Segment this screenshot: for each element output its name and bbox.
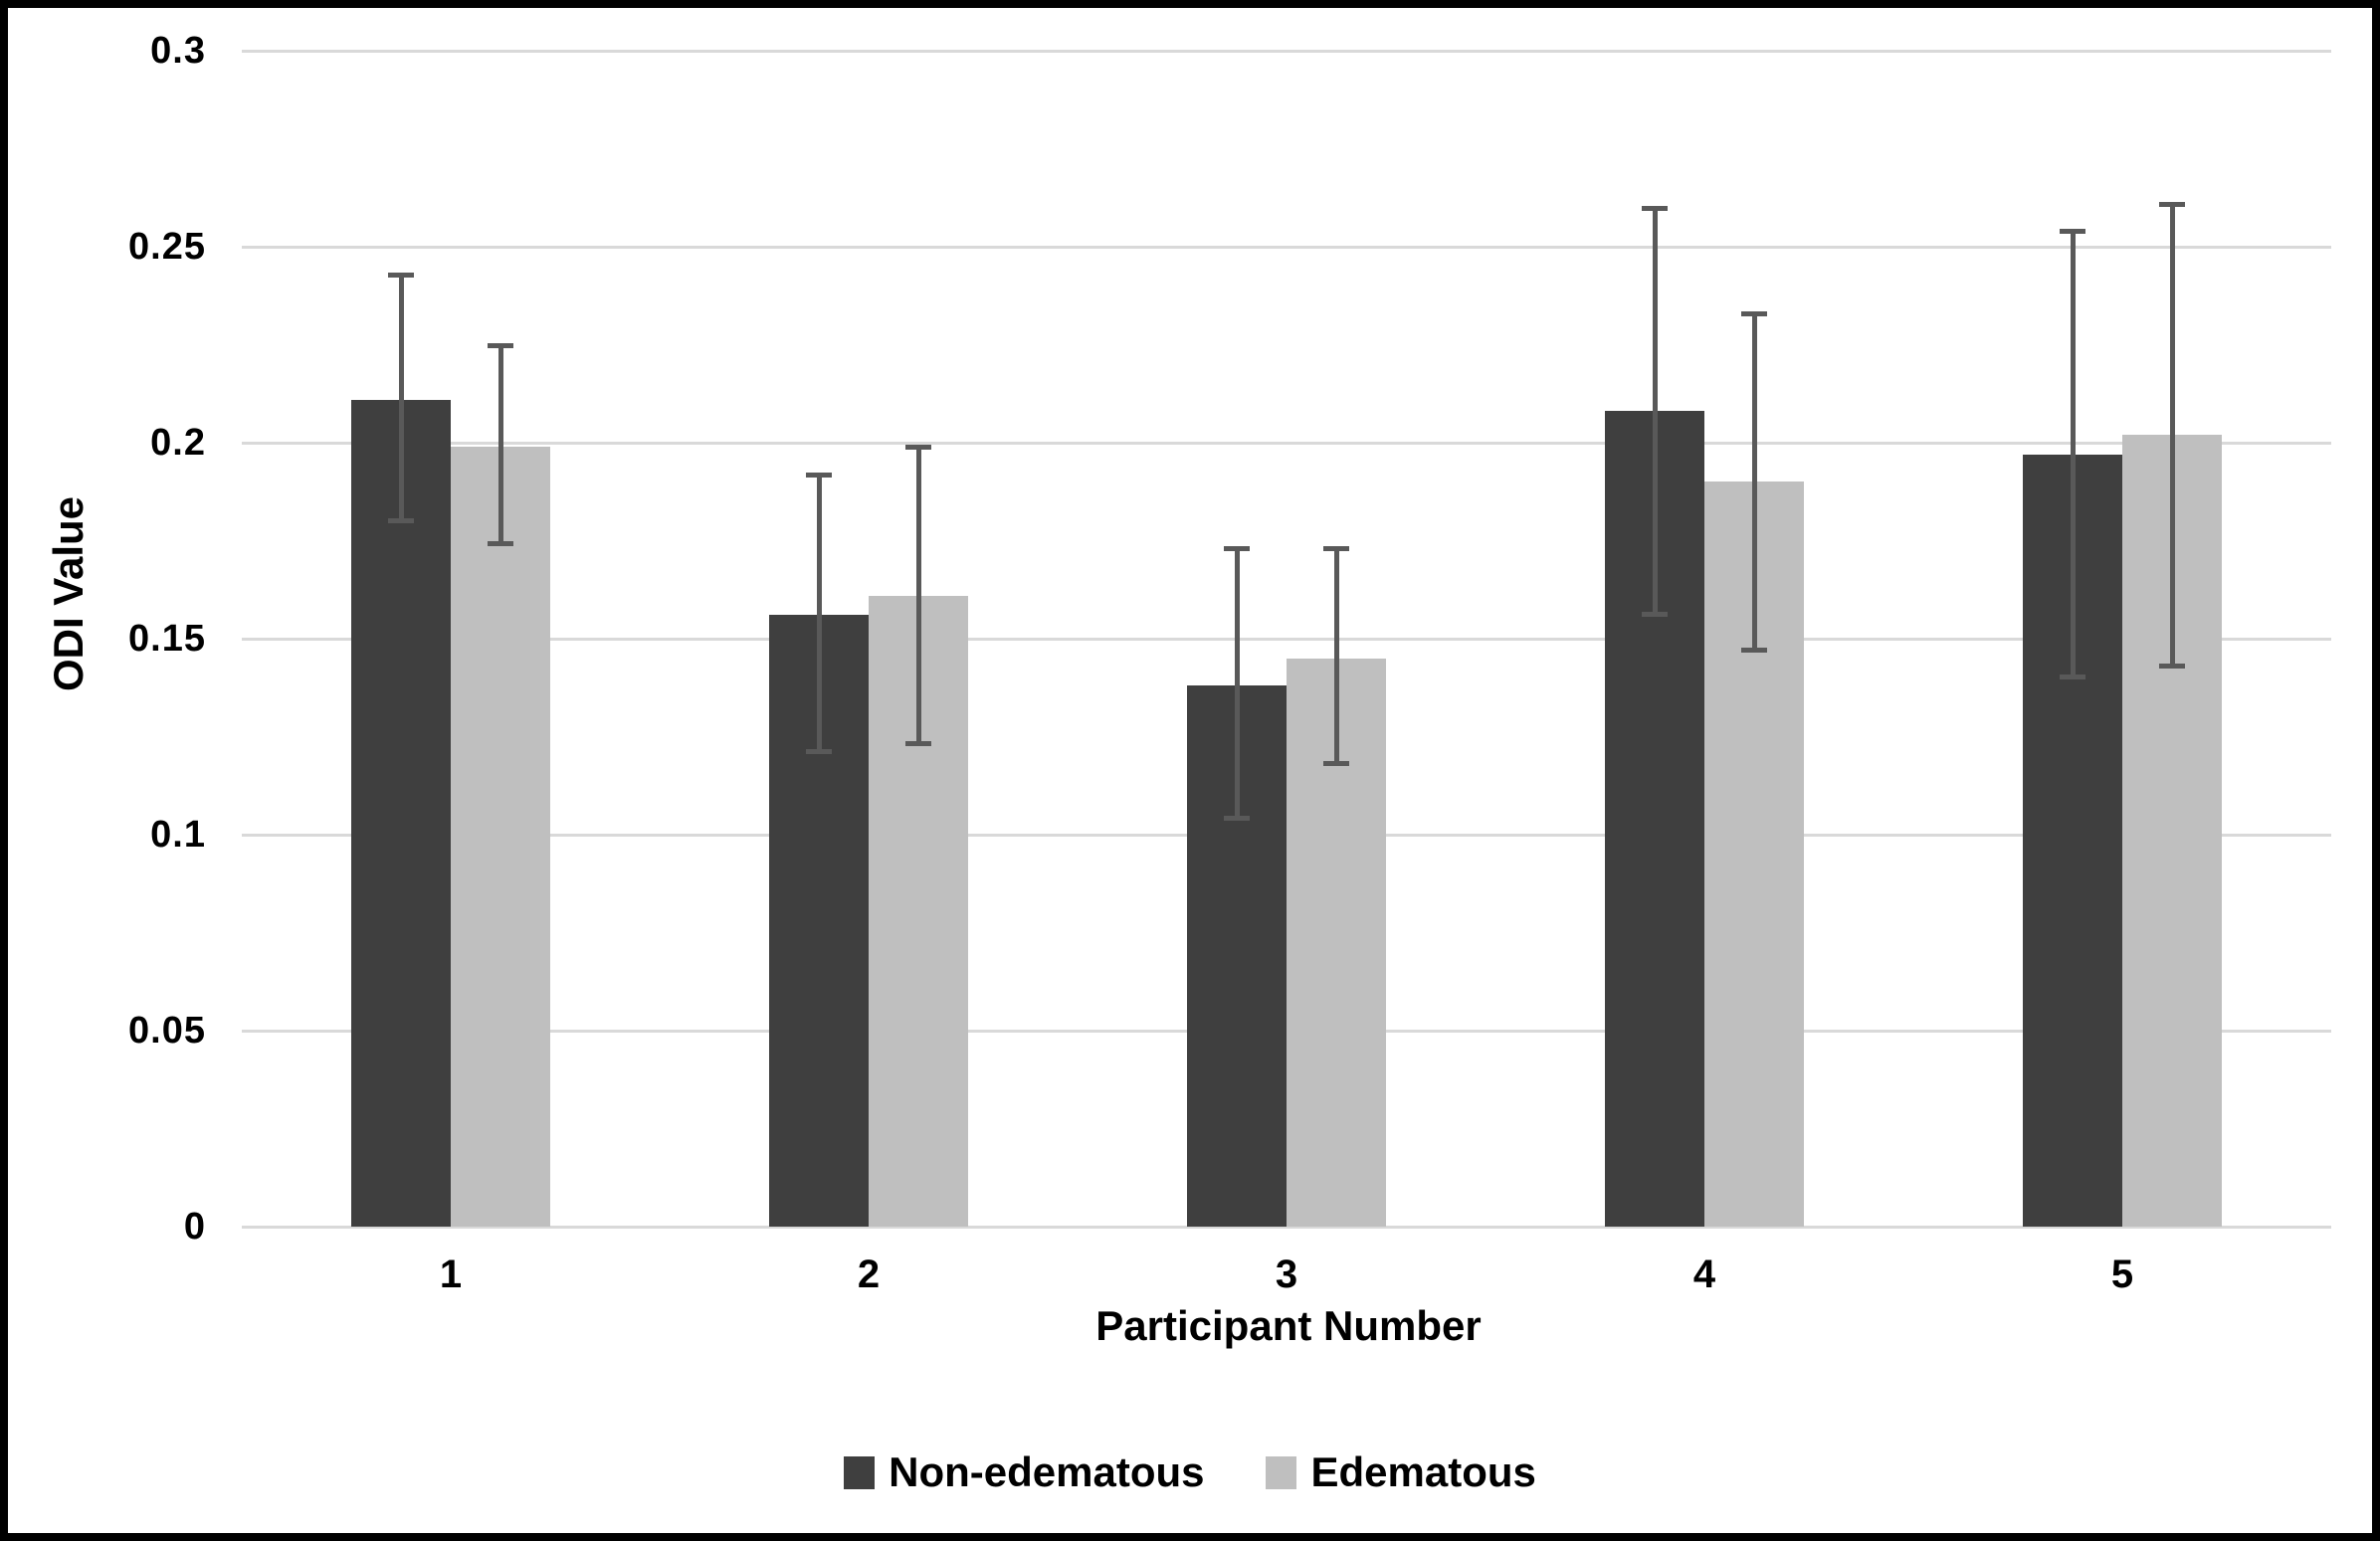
y-tick-label: 0.2 [150, 422, 206, 464]
y-tick-label: 0.25 [128, 226, 206, 268]
error-cap-top [488, 342, 513, 348]
error-cap-bottom [806, 749, 832, 755]
error-cap-top [2060, 229, 2085, 235]
error-bar-non-edematous-participant-1 [398, 274, 404, 521]
error-cap-bottom [488, 541, 513, 547]
error-bar-edematous-participant-1 [497, 344, 503, 545]
y-tick-label: 0.1 [150, 814, 206, 856]
error-cap-bottom [1224, 816, 1250, 822]
legend-swatch-icon [844, 1455, 876, 1489]
x-tick-label-5: 5 [2110, 1252, 2134, 1296]
x-tick-label-3: 3 [1275, 1252, 1298, 1296]
error-cap-top [2159, 201, 2185, 207]
legend-label: Edematous [1310, 1448, 1536, 1495]
gridline-0.2 [242, 441, 2331, 445]
x-tick-label-1: 1 [439, 1252, 463, 1296]
bar-edematous-participant-1 [451, 446, 550, 1227]
y-tick-label: 0 [183, 1206, 206, 1248]
error-cap-top [806, 472, 832, 478]
error-cap-top [1741, 310, 1767, 316]
error-bar-non-edematous-participant-2 [816, 474, 822, 753]
error-bar-non-edematous-participant-3 [1234, 548, 1240, 820]
error-cap-top [1323, 546, 1349, 552]
legend-label: Non-edematous [889, 1448, 1205, 1495]
error-cap-bottom [2159, 663, 2185, 669]
x-tick-label-2: 2 [857, 1252, 881, 1296]
y-tick-label: 0.05 [128, 1010, 206, 1052]
x-axis-title: Participant Number [1095, 1302, 1482, 1349]
error-cap-bottom [388, 517, 414, 523]
legend-entry-non-edematous: Non-edematous [844, 1450, 1204, 1494]
y-tick-label: 0.3 [150, 30, 206, 72]
error-cap-bottom [905, 741, 931, 747]
error-cap-bottom [1323, 761, 1349, 767]
legend-swatch-icon [1266, 1455, 1297, 1489]
legend: Non-edematous Edematous [0, 1450, 2380, 1494]
gridline-0 [242, 1225, 2331, 1229]
y-tick-label: 0.15 [128, 618, 206, 660]
error-bar-non-edematous-participant-5 [2070, 231, 2076, 678]
error-cap-bottom [1642, 612, 1668, 618]
x-tick-label-4: 4 [1692, 1252, 1716, 1296]
error-cap-top [1224, 546, 1250, 552]
y-axis-title: ODI Value [45, 495, 92, 692]
error-cap-bottom [1741, 647, 1767, 653]
error-bar-non-edematous-participant-4 [1652, 207, 1658, 616]
error-cap-top [905, 444, 931, 450]
error-bar-edematous-participant-4 [1751, 312, 1757, 651]
error-bar-edematous-participant-3 [1333, 548, 1339, 765]
error-bar-edematous-participant-2 [915, 446, 921, 745]
gridline-0.3 [242, 49, 2331, 53]
gridline-0.25 [242, 245, 2331, 249]
gridline-0.15 [242, 637, 2331, 641]
error-bar-edematous-participant-5 [2169, 203, 2175, 667]
error-cap-top [1642, 205, 1668, 211]
bar-non-edematous-participant-1 [351, 399, 451, 1227]
error-cap-bottom [2060, 674, 2085, 680]
legend-entry-edematous: Edematous [1266, 1448, 1536, 1495]
error-cap-top [388, 272, 414, 278]
